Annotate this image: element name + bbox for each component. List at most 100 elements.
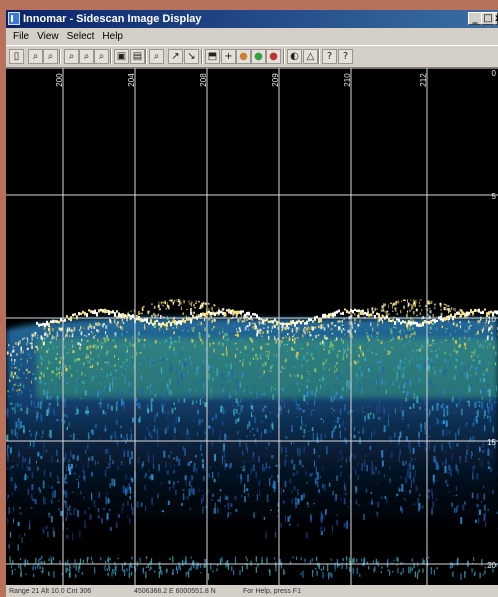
- backscatter-speck: [260, 322, 263, 324]
- backscatter-speck: [239, 351, 242, 354]
- dual-panel-icon[interactable]: ▤: [130, 49, 145, 64]
- menu-select[interactable]: Select: [66, 31, 95, 42]
- backscatter-speck: [149, 344, 152, 346]
- backscatter-speck: [209, 364, 211, 369]
- backscatter-speck: [10, 402, 12, 404]
- backscatter-speck: [322, 340, 324, 343]
- backscatter-speck: [487, 402, 488, 409]
- backscatter-speck: [353, 454, 356, 459]
- backscatter-speck: [253, 434, 256, 437]
- close-button[interactable]: x: [494, 12, 498, 25]
- menu-help[interactable]: Help: [102, 31, 123, 42]
- backscatter-speck: [307, 505, 310, 507]
- contrast-icon[interactable]: ◐: [287, 49, 302, 64]
- gain-icon[interactable]: △: [303, 49, 318, 64]
- backscatter-speck: [161, 510, 164, 513]
- backscatter-speck: [405, 397, 407, 402]
- context-help-icon[interactable]: ?: [338, 49, 353, 64]
- zoom-out-icon[interactable]: ⌕: [43, 49, 58, 64]
- palette-icon[interactable]: ●: [236, 49, 251, 64]
- backscatter-speck: [444, 450, 446, 453]
- backscatter-speck: [29, 458, 31, 465]
- backscatter-speck: [40, 354, 42, 358]
- new-document-icon[interactable]: ▯: [9, 49, 24, 64]
- backscatter-speck: [304, 326, 306, 329]
- backscatter-speck: [341, 320, 343, 323]
- backscatter-speck: [151, 361, 153, 364]
- backscatter-speck: [22, 456, 24, 463]
- bottom-echo: [250, 560, 252, 566]
- backscatter-speck: [36, 460, 37, 464]
- seabed-return: [144, 318, 146, 322]
- maximize-button[interactable]: □: [481, 12, 495, 25]
- info-icon[interactable]: ?: [322, 49, 337, 64]
- backscatter-speck: [26, 359, 28, 364]
- backscatter-speck: [243, 315, 245, 318]
- backscatter-speck: [362, 427, 365, 434]
- zoom-area-icon[interactable]: ⌕: [64, 49, 79, 64]
- bottom-echo: [128, 564, 130, 572]
- backscatter-speck: [89, 435, 91, 439]
- backscatter-speck: [149, 361, 151, 365]
- backscatter-speck: [99, 437, 102, 442]
- backscatter-speck: [483, 414, 485, 419]
- backscatter-speck: [469, 325, 472, 327]
- backscatter-speck: [236, 316, 238, 318]
- backscatter-speck: [154, 314, 156, 318]
- measure-angle-icon[interactable]: ↘: [184, 49, 199, 64]
- backscatter-speck: [213, 304, 215, 306]
- backscatter-speck: [440, 368, 442, 373]
- export-icon[interactable]: ⬒: [205, 49, 220, 64]
- measure-icon[interactable]: ↗: [168, 49, 183, 64]
- palette-color-icon[interactable]: ●: [251, 49, 266, 64]
- seabed-return: [64, 318, 66, 322]
- backscatter-speck: [231, 370, 234, 378]
- backscatter-speck: [241, 405, 244, 409]
- seabed-return: [474, 309, 476, 312]
- sidescan-display[interactable]: 200 204 208 209 210 212 0 5 10 15 20: [6, 68, 498, 585]
- backscatter-speck: [293, 393, 295, 396]
- backscatter-speck: [127, 450, 129, 458]
- find-icon[interactable]: ⌕: [149, 49, 164, 64]
- backscatter-speck: [264, 429, 266, 434]
- palette-gray-icon[interactable]: ●: [266, 49, 281, 64]
- backscatter-speck: [429, 303, 431, 305]
- zoom-reset-icon[interactable]: ⌕: [94, 49, 109, 64]
- backscatter-speck: [130, 476, 133, 481]
- backscatter-speck: [147, 408, 150, 414]
- menu-file[interactable]: File: [13, 31, 30, 42]
- crosshair-icon[interactable]: +: [221, 49, 236, 64]
- backscatter-speck: [121, 398, 123, 406]
- backscatter-speck: [107, 403, 109, 409]
- backscatter-speck: [409, 446, 411, 454]
- backscatter-speck: [196, 400, 197, 404]
- backscatter-speck: [382, 307, 384, 311]
- backscatter-speck: [301, 364, 303, 367]
- bottom-echo: [199, 563, 202, 568]
- zoom-fit-icon[interactable]: ⌕: [79, 49, 94, 64]
- backscatter-speck: [417, 497, 419, 505]
- zoom-in-icon[interactable]: ⌕: [28, 49, 43, 64]
- menu-view[interactable]: View: [37, 31, 59, 42]
- seabed-return: [470, 309, 472, 314]
- backscatter-speck: [71, 374, 73, 377]
- minimize-button[interactable]: _: [468, 12, 482, 25]
- backscatter-speck: [320, 326, 323, 330]
- app-icon[interactable]: [8, 12, 20, 25]
- title-bar[interactable]: Innomar - Sidescan Image Display _ □ x: [6, 10, 498, 28]
- backscatter-speck: [58, 368, 60, 370]
- backscatter-speck: [417, 402, 419, 404]
- bottom-echo: [122, 570, 125, 573]
- seabed-return: [332, 312, 334, 318]
- seabed-return: [494, 310, 496, 314]
- backscatter-speck: [436, 419, 439, 425]
- seabed-return: [94, 309, 96, 315]
- backscatter-speck: [20, 421, 22, 429]
- single-panel-icon[interactable]: ▣: [114, 49, 129, 64]
- backscatter-speck: [480, 316, 482, 321]
- seabed-return: [132, 314, 134, 318]
- backscatter-speck: [174, 331, 175, 334]
- backscatter-speck: [427, 314, 429, 316]
- toolbar-separator: [201, 49, 203, 64]
